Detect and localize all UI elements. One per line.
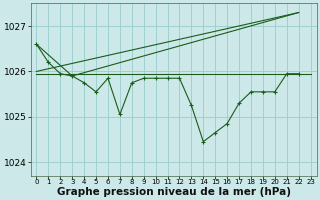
X-axis label: Graphe pression niveau de la mer (hPa): Graphe pression niveau de la mer (hPa) — [57, 187, 291, 197]
